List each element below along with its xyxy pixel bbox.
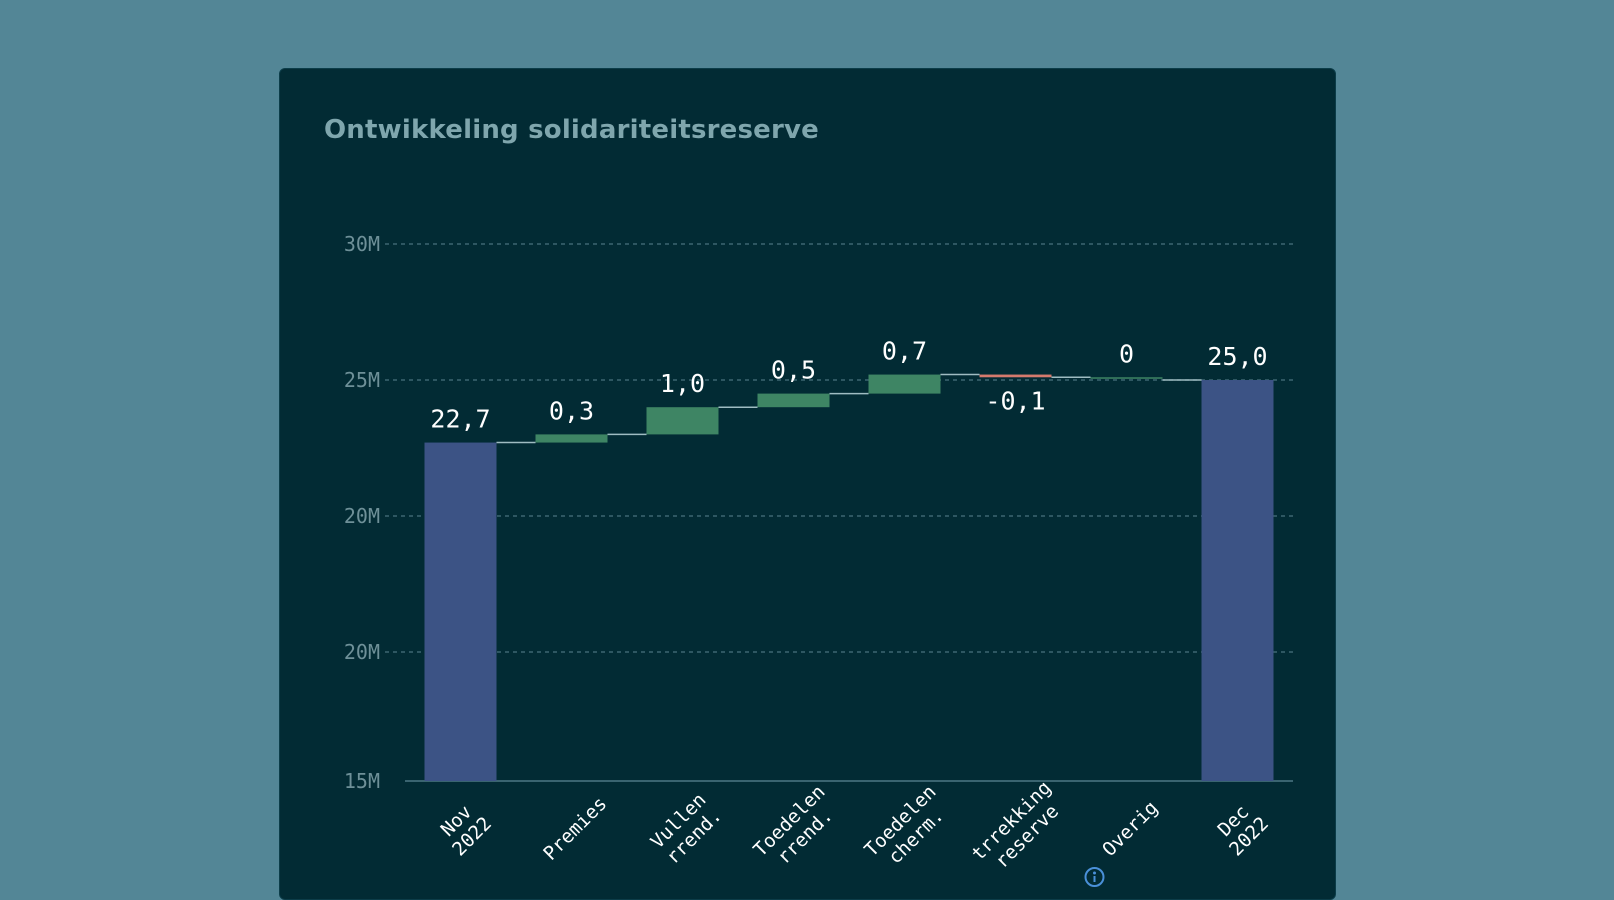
data-label: 22,7 — [430, 405, 490, 434]
waterfall-bar[interactable] — [646, 407, 719, 435]
waterfall-bar[interactable] — [424, 442, 497, 781]
waterfall-bar[interactable] — [757, 393, 830, 408]
chart-title: Ontwikkeling solidariteitsreserve — [324, 115, 819, 145]
x-category-label: Premies — [539, 793, 611, 865]
data-label: 25,0 — [1207, 342, 1267, 371]
data-label: 0,5 — [771, 356, 816, 385]
y-tick-label: 30M — [344, 232, 380, 256]
waterfall-bar[interactable] — [1201, 380, 1274, 781]
waterfall-bar[interactable] — [1090, 377, 1163, 379]
y-tick-label: 15M — [344, 769, 380, 793]
y-tick-label: 25M — [344, 368, 380, 392]
data-label: 1,0 — [660, 369, 705, 398]
y-tick-label: 20M — [344, 640, 380, 664]
x-category-label: Overig — [1098, 797, 1162, 861]
data-label: -0,1 — [985, 386, 1045, 415]
info-icon[interactable] — [1084, 867, 1105, 887]
x-tick-label: Overig — [1098, 797, 1162, 861]
x-tick-label: Premies — [539, 793, 611, 865]
waterfall-bar[interactable] — [868, 374, 941, 394]
y-tick-label: 20M — [344, 504, 380, 528]
waterfall-bar[interactable] — [979, 374, 1052, 378]
waterfall-bar[interactable] — [535, 434, 608, 443]
chart-card: Ontwikkeling solidariteitsreserve 30M 25M… — [279, 68, 1336, 900]
data-label: 0,3 — [549, 396, 594, 425]
data-label: 0,7 — [882, 337, 927, 366]
data-label: 0 — [1119, 339, 1134, 368]
